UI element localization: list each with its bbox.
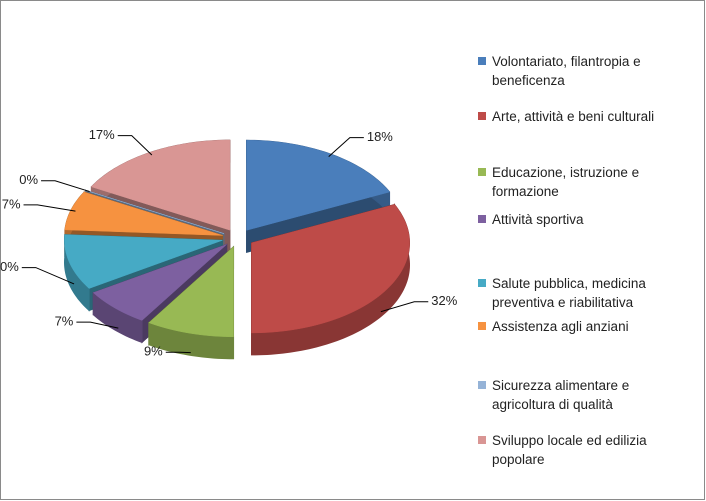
legend-item: Educazione, istruzione e formazione xyxy=(478,163,693,201)
legend-item: Sicurezza alimentare e agricoltura di qu… xyxy=(478,376,693,414)
leader-line xyxy=(21,267,75,285)
legend-swatch xyxy=(478,168,486,176)
leader-line xyxy=(76,321,119,329)
legend-item: Arte, attività e beni culturali xyxy=(478,107,693,126)
leader-line xyxy=(23,204,76,212)
legend-item: Attività sportiva xyxy=(478,210,693,229)
slice xyxy=(251,204,410,334)
legend-swatch xyxy=(478,279,486,287)
slice xyxy=(148,246,234,338)
leader-line xyxy=(380,301,429,313)
legend-label: Sicurezza alimentare e agricoltura di qu… xyxy=(492,378,630,412)
leader-line xyxy=(41,180,90,193)
data-label: 32% xyxy=(431,293,457,308)
data-label: 18% xyxy=(367,129,393,144)
legend-label: Attività sportiva xyxy=(492,212,584,227)
legend-swatch xyxy=(478,436,486,444)
legend-item: Salute pubblica, medicina preventiva e r… xyxy=(478,274,693,312)
data-label: 10% xyxy=(0,259,19,274)
slice-group xyxy=(251,203,411,356)
legend-item: Volontariato, filantropia e beneficenza xyxy=(478,52,693,90)
leader-line xyxy=(328,137,364,157)
legend-swatch xyxy=(478,112,486,120)
legend-label: Volontariato, filantropia e beneficenza xyxy=(492,54,641,88)
leader-line xyxy=(117,135,153,156)
legend-swatch xyxy=(478,57,486,65)
slice xyxy=(64,234,223,289)
legend-swatch xyxy=(478,322,486,330)
slice-group xyxy=(148,245,235,360)
legend-label: Educazione, istruzione e formazione xyxy=(492,165,640,199)
legend-label: Salute pubblica, medicina preventiva e r… xyxy=(492,276,646,310)
legend-swatch xyxy=(478,215,486,223)
legend-label: Sviluppo locale ed edilizia popolare xyxy=(492,433,647,467)
data-label: 9% xyxy=(144,344,163,359)
legend-swatch xyxy=(478,381,486,389)
legend-item: Sviluppo locale ed edilizia popolare xyxy=(478,431,693,469)
data-label: 0% xyxy=(19,172,38,187)
data-label: 7% xyxy=(55,314,74,329)
data-label: 17% xyxy=(89,127,115,142)
legend-label: Assistenza agli anziani xyxy=(492,319,629,334)
legend-label: Arte, attività e beni culturali xyxy=(492,109,655,124)
slice xyxy=(92,244,227,321)
legend-item: Assistenza agli anziani xyxy=(478,317,693,336)
data-label: 7% xyxy=(2,196,21,211)
